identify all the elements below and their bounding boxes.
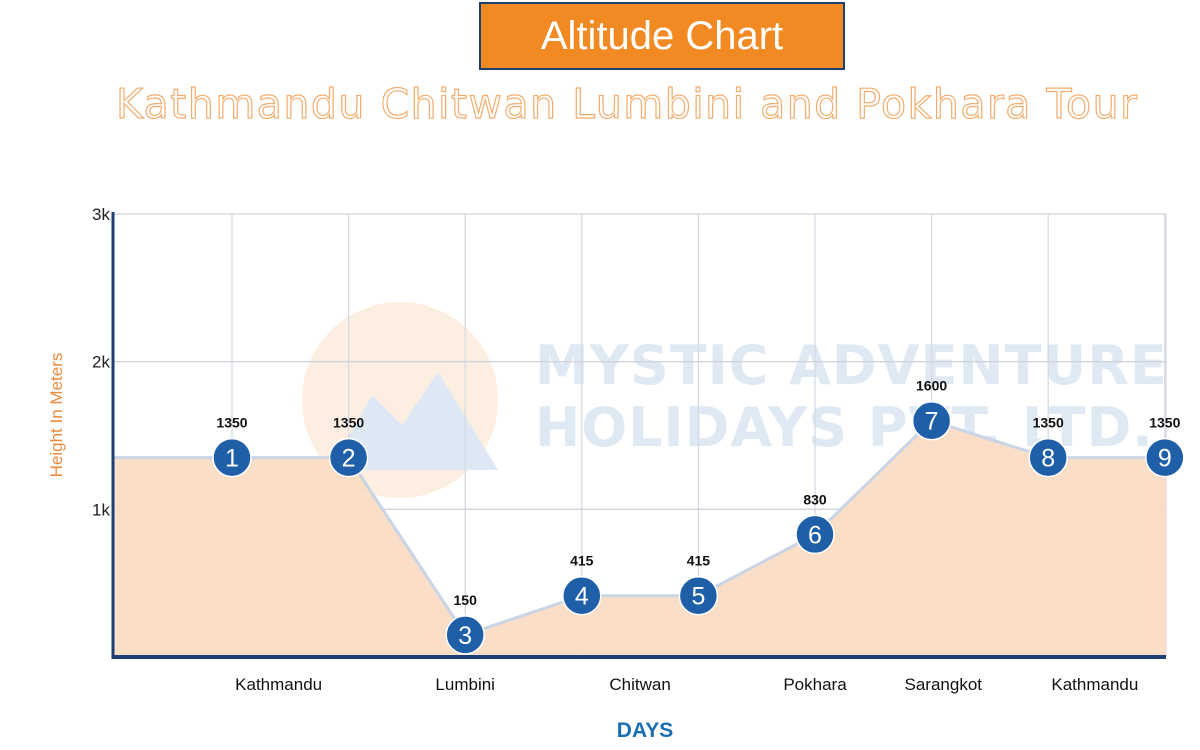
value-label: 150 — [454, 592, 478, 608]
value-label: 1350 — [216, 415, 247, 431]
day-number: 4 — [575, 583, 589, 611]
value-label: 1350 — [1033, 415, 1064, 431]
day-marker — [1145, 437, 1185, 478]
axes — [111, 212, 1166, 659]
x-axis-label: DAYS — [616, 719, 674, 742]
day-marker — [328, 437, 369, 478]
location-label: Kathmandu — [235, 675, 322, 694]
day-number: 6 — [808, 521, 822, 549]
value-label: 1350 — [1149, 415, 1180, 431]
chart-subtitle: Kathmandu Chitwan Lumbini and Pokhara To… — [115, 79, 1139, 128]
location-label: Pokhara — [783, 675, 847, 694]
y-tick-label: 2k — [92, 353, 110, 372]
y-tick-label: 1k — [92, 500, 110, 519]
value-label: 415 — [570, 553, 594, 569]
value-label: 1600 — [916, 378, 947, 394]
day-number: 3 — [458, 622, 472, 650]
day-number: 5 — [691, 583, 705, 611]
value-label: 415 — [687, 553, 711, 569]
altitude-area — [113, 420, 1166, 657]
y-tick-label: 3k — [92, 205, 110, 224]
day-number: 9 — [1158, 445, 1172, 473]
y-tick-labels: 1k 2k 3k — [92, 205, 110, 519]
watermark-line-1: MYSTIC ADVENTURE — [535, 334, 1168, 397]
value-label: 830 — [803, 491, 827, 507]
day-marker — [795, 514, 835, 555]
day-marker — [445, 615, 485, 655]
x-location-labels: Kathmandu Lumbini Chitwan Pokhara Sarangkot K… — [235, 675, 1138, 694]
chart-title: Altitude Chart — [540, 13, 784, 58]
day-marker — [678, 575, 719, 616]
day-number: 2 — [342, 445, 356, 473]
y-axis-label: Height In Meters — [47, 352, 66, 478]
day-number: 8 — [1041, 445, 1055, 473]
location-label: Sarangkot — [905, 675, 983, 694]
day-number: 1 — [225, 445, 239, 473]
day-marker — [911, 400, 952, 441]
value-label: 1350 — [333, 415, 364, 431]
day-marker — [1028, 437, 1068, 478]
day-marker — [562, 575, 602, 616]
watermark-logo-mountain — [330, 372, 498, 470]
title-banner: Altitude Chart — [479, 2, 845, 70]
location-label: Kathmandu — [1051, 675, 1138, 694]
data-points: 1350 1 1350 2 150 3 415 4 415 5 830 6 1600 7 1350 8 1350… — [212, 378, 1185, 655]
altitude-line — [113, 419, 1165, 637]
location-label: Lumbini — [435, 675, 495, 694]
day-marker — [212, 437, 252, 478]
location-label: Chitwan — [609, 675, 670, 694]
day-number: 7 — [925, 408, 939, 436]
